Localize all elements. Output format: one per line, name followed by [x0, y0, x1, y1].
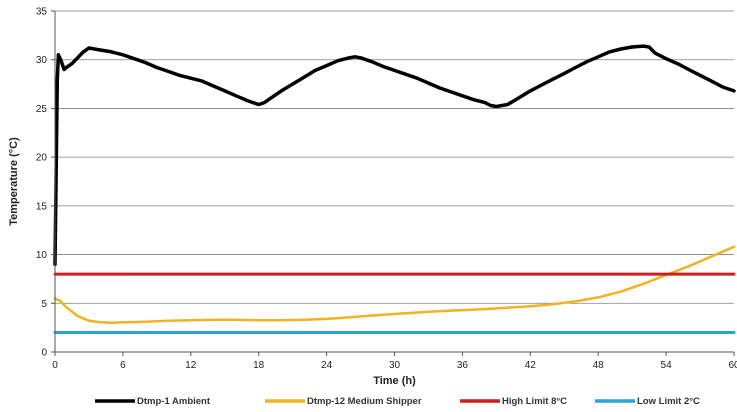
x-tick-label: 30: [389, 360, 401, 371]
y-tick-label: 25: [36, 104, 48, 115]
x-tick-label: 48: [593, 360, 605, 371]
y-tick-label: 35: [36, 7, 48, 18]
y-tick-label: 30: [36, 55, 48, 66]
gridlines: [55, 10, 734, 353]
x-tick-label: 42: [525, 360, 537, 371]
y-tick-label: 20: [36, 153, 48, 164]
series-lines: [53, 44, 736, 334]
x-tick-label: 54: [661, 360, 673, 371]
y-tick-label: 10: [36, 250, 48, 261]
x-tick-label: 6: [120, 360, 126, 371]
series-line-1: [53, 245, 736, 325]
y-axis-title: Temperature (°C): [8, 137, 20, 226]
x-tick-label: 0: [52, 360, 58, 371]
x-tick-label: 60: [728, 360, 737, 371]
legend: Dtmp-1 Ambient Dtmp-12 Medium Shipper High…: [95, 396, 700, 407]
x-tick-label: 18: [253, 360, 265, 371]
x-tick-label: 36: [457, 360, 469, 371]
y-tick-label: 15: [36, 201, 48, 212]
legend-label: Dtmp-12 Medium Shipper: [307, 396, 422, 407]
x-tick-label: 24: [321, 360, 333, 371]
legend-label: Low Limit 2°C: [637, 396, 700, 407]
series-line-0: [53, 44, 736, 267]
x-axis-title: Time (h): [373, 375, 416, 387]
tick-labels: 0 5 10 15 20 25 30 35 0 6 12 18 24 30 36 42 48 54 60: [36, 7, 737, 372]
y-tick-label: 0: [41, 348, 47, 359]
y-tick-label: 5: [41, 299, 47, 310]
legend-label: High Limit 8°C: [502, 396, 567, 407]
axes: [54, 11, 734, 353]
legend-label: Dtmp-1 Ambient: [137, 396, 211, 407]
x-tick-label: 12: [185, 360, 197, 371]
